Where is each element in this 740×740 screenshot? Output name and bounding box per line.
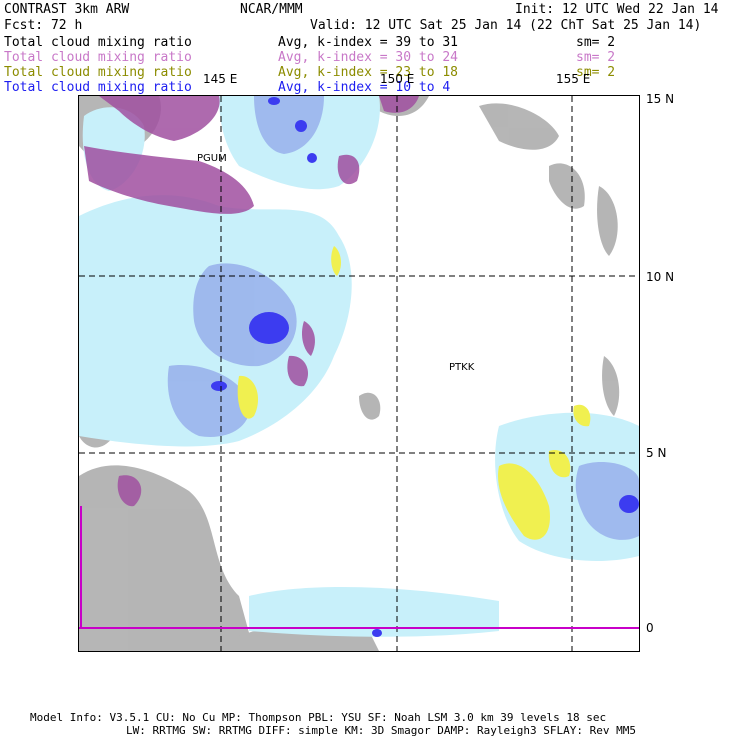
cloud-core-layer — [211, 97, 639, 637]
legend-sm-2: sm= 2 — [576, 50, 616, 65]
cloud-mid-south — [167, 365, 250, 437]
legend-field-4: Total cloud mixing ratio — [4, 80, 192, 95]
map-panel: PGUM PTKK — [78, 95, 640, 652]
valid-time: Valid: 12 UTC Sat 25 Jan 14 (22 ChT Sat … — [310, 18, 702, 33]
yellow-band — [237, 375, 259, 419]
lat-label-15n: 15 N — [646, 92, 675, 106]
legend-range-1: Avg, k-index = 39 to 31 — [278, 35, 459, 50]
terrain-ne-1 — [479, 103, 559, 150]
purple-north-1 — [337, 154, 360, 185]
org-label: NCAR/MMM — [240, 2, 303, 17]
legend-range-4: Avg, k-index = 10 to 4 — [278, 80, 451, 95]
model-label: CONTRAST 3km ARW — [4, 2, 130, 17]
legend-sm-1: sm= 2 — [576, 35, 616, 50]
terrain-sw — [79, 465, 254, 651]
equator-lines — [79, 506, 639, 629]
cloud-purple-layer — [84, 96, 419, 507]
purple-north-2 — [379, 96, 419, 113]
cloud-core-north-3 — [268, 97, 280, 105]
cloud-core-se — [619, 495, 639, 513]
station-ptkk: PTKK — [449, 362, 475, 373]
lat-label-0: 0 — [646, 621, 654, 635]
lon-label-155: 155 E — [556, 72, 591, 86]
legend-range-3: Avg, k-index = 23 to 18 — [278, 65, 459, 80]
lat-label-10n: 10 N — [646, 270, 675, 284]
cloud-core-north-1 — [295, 120, 307, 132]
terrain-ne-3 — [597, 186, 618, 256]
yellow-se-1 — [498, 463, 550, 540]
cloud-core-south — [372, 629, 382, 637]
cloud-yellow-layer — [237, 246, 591, 540]
cloud-core-center — [249, 312, 289, 344]
grid-lines — [79, 96, 639, 651]
init-time: Init: 12 UTC Wed 22 Jan 14 — [515, 2, 719, 17]
legend-field-2: Total cloud mixing ratio — [4, 50, 192, 65]
yellow-coast — [331, 246, 341, 276]
lon-label-150: 150 E — [380, 72, 415, 86]
cloud-mid-se — [575, 461, 639, 540]
map-canvas — [79, 96, 639, 651]
station-pgum: PGUM — [197, 153, 227, 164]
yellow-se-2 — [548, 450, 571, 478]
cloud-mid-layer — [167, 96, 639, 540]
cloud-light-west-mid — [79, 333, 112, 377]
footer-model-info: Model Info: V3.5.1 CU: No Cu MP: Thompso… — [30, 711, 607, 724]
purple-nw-2 — [84, 146, 254, 214]
legend-range-2: Avg, k-index = 30 to 24 — [278, 50, 459, 65]
legend-field-3: Total cloud mixing ratio — [4, 65, 192, 80]
legend-field-1: Total cloud mixing ratio — [4, 35, 192, 50]
cloud-core-mid — [211, 381, 227, 391]
cloud-core-north-2 — [307, 153, 317, 163]
cloud-light-south — [249, 586, 499, 637]
lon-label-145: 145 E — [203, 72, 238, 86]
lat-label-5n: 5 N — [646, 446, 667, 460]
terrain-east — [602, 356, 620, 416]
footer-physics-info: LW: RRTMG SW: RRTMG DIFF: simple KM: 3D … — [126, 724, 636, 737]
purple-coast — [301, 321, 315, 356]
legend-sm-3: sm= 2 — [576, 65, 616, 80]
yellow-e — [573, 404, 591, 427]
purple-mid — [287, 355, 309, 387]
purple-west — [117, 475, 142, 507]
forecast-hour: Fcst: 72 h — [4, 18, 83, 33]
terrain-mid-east — [359, 392, 381, 420]
cloud-mid-north — [254, 96, 324, 154]
terrain-ne-2 — [549, 163, 585, 209]
purple-nw — [99, 96, 220, 141]
